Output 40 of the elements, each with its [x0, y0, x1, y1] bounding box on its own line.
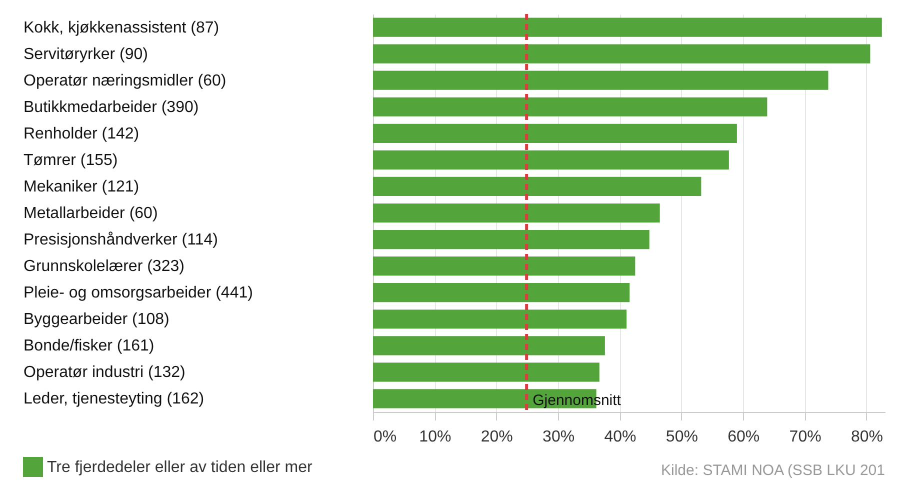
y-tick-label: Kokk, kjøkkenassistent (87)	[24, 19, 220, 36]
bar	[373, 283, 630, 302]
bar	[373, 70, 828, 90]
y-tick-label: Bonde/fisker (161)	[24, 338, 154, 355]
legend-label: Tre fjerdedeler eller av tiden eller mer	[47, 459, 313, 476]
x-tick-label: 80%	[850, 428, 884, 446]
y-tick-label: Grunnskolelærer (323)	[24, 258, 184, 276]
bar	[373, 44, 870, 64]
y-tick-label: Operatør industri (132)	[24, 364, 186, 382]
bar	[373, 310, 627, 329]
y-tick-label: Presisjonshåndverker (114)	[24, 232, 218, 249]
bar	[373, 230, 650, 250]
text: Kilde: STAMI NOA (SSB LKU 201	[661, 462, 885, 479]
x-tick-label: 60%	[728, 428, 760, 446]
x-tick-label: 10%	[419, 428, 452, 446]
bar	[373, 256, 636, 276]
y-tick-label: Pleie- og omsorgsarbeider (441)	[24, 284, 253, 302]
y-tick-label: Renholder (142)	[24, 125, 140, 142]
bar	[373, 203, 660, 223]
x-tick-label: 70%	[789, 428, 822, 446]
y-tick-label: Operatør næringsmidler (60)	[24, 72, 226, 90]
y-tick-label: Leder, tjenesteyting (162)	[24, 390, 204, 408]
bar	[373, 362, 600, 382]
y-tick-label: Servitøryrker (90)	[24, 46, 148, 63]
x-tick-label: 50%	[666, 428, 698, 446]
x-tick-label: 40%	[604, 428, 636, 446]
y-tick-label: Butikkmedarbeider (390)	[24, 98, 199, 116]
y-tick-label: Tømrer (155)	[24, 152, 118, 169]
bar	[373, 97, 768, 116]
y-tick-label: Mekaniker (121)	[24, 178, 140, 196]
bar	[373, 150, 729, 170]
x-tick-label: 0%	[374, 428, 397, 446]
bar	[373, 18, 882, 37]
x-tick-label: 30%	[542, 428, 575, 446]
x-tick-label: 20%	[480, 428, 513, 446]
bar	[373, 124, 737, 143]
bar	[373, 336, 605, 356]
bar	[373, 176, 702, 196]
y-tick-label: Byggearbeider (108)	[24, 311, 170, 328]
y-tick-label: Metallarbeider (60)	[24, 205, 158, 222]
